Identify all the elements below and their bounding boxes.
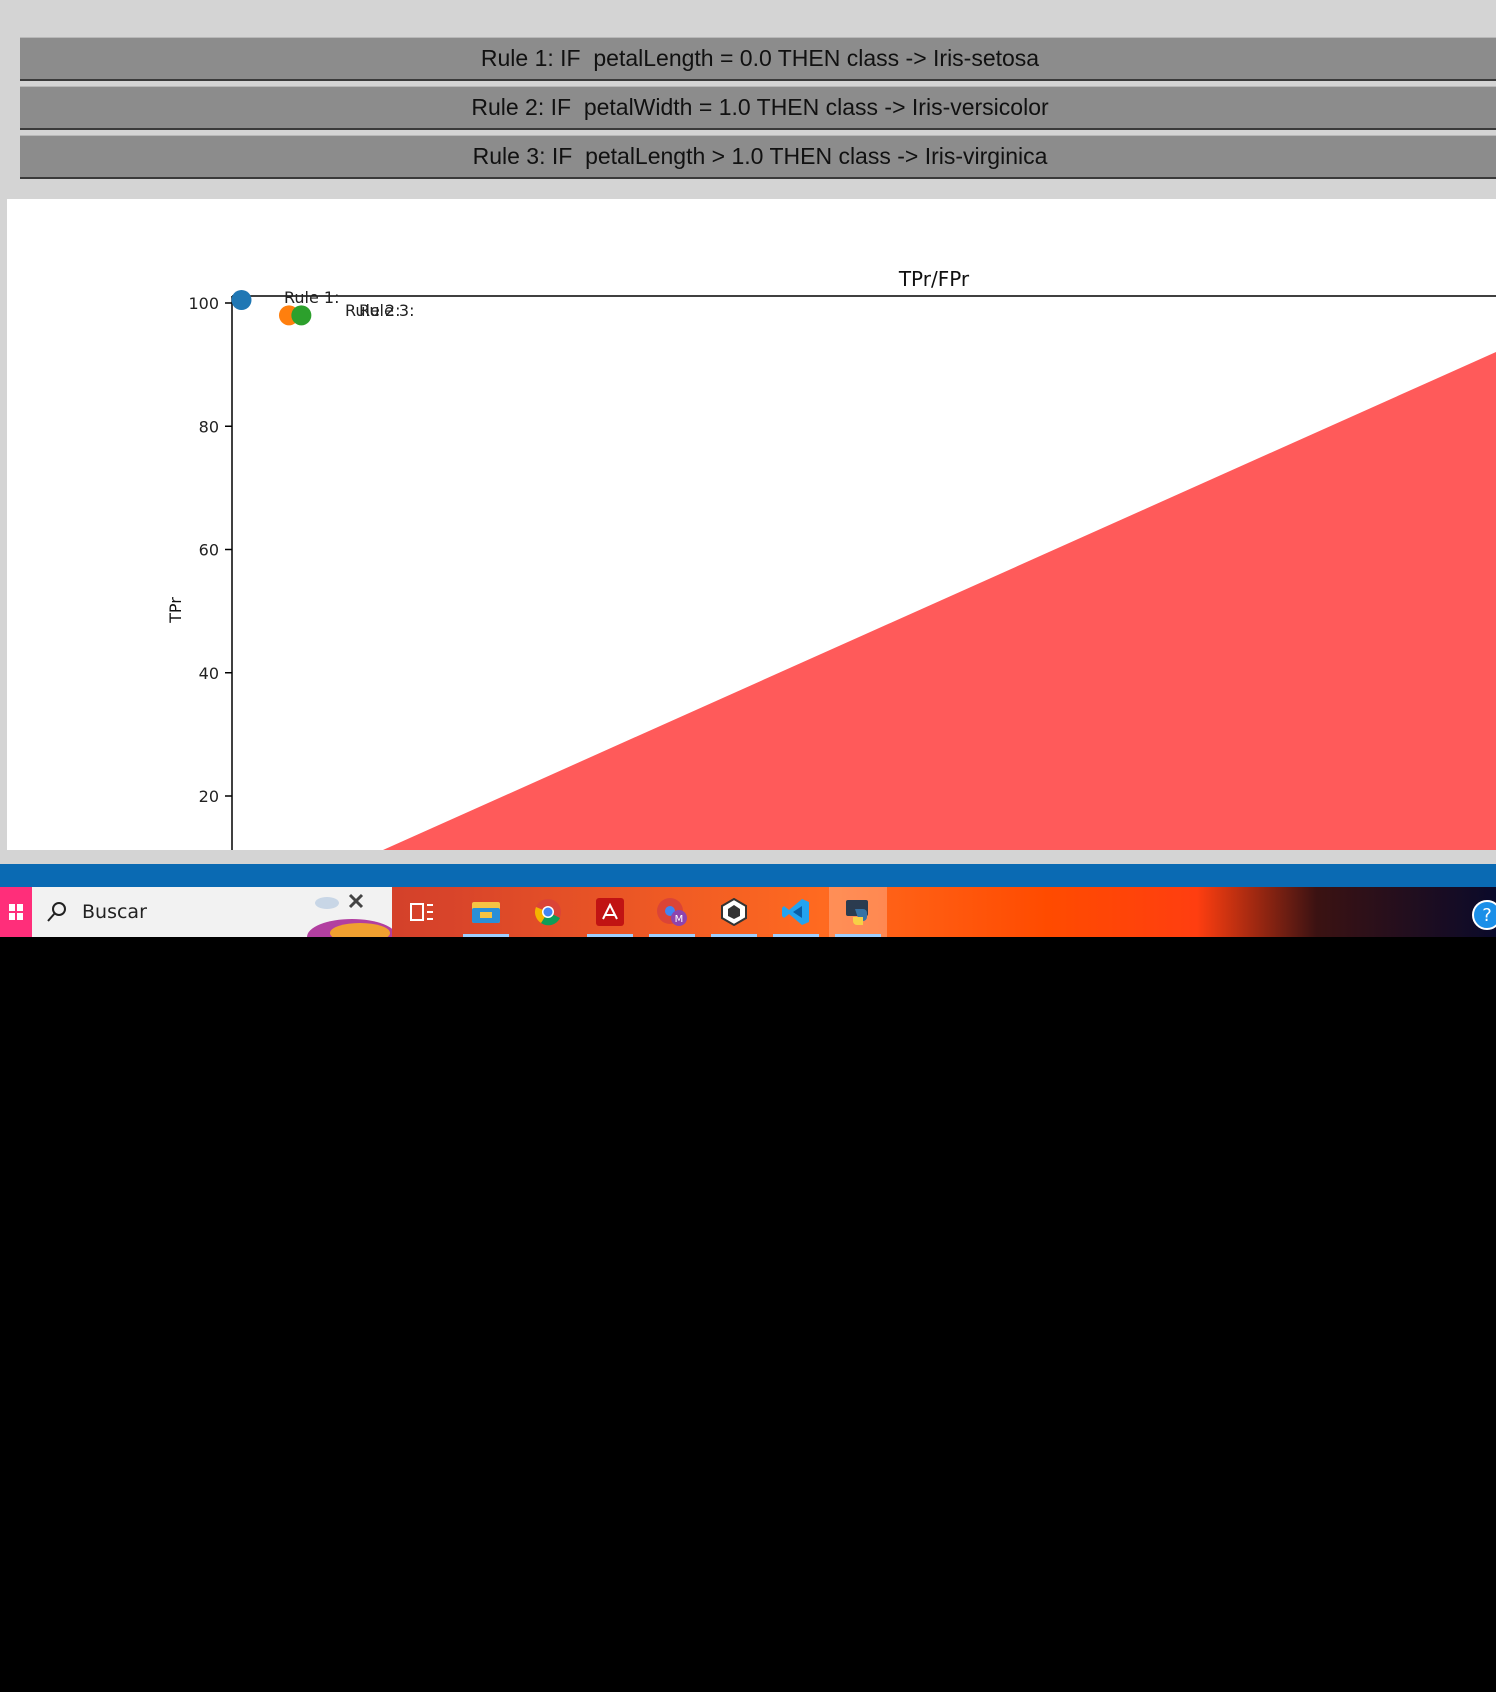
rule-1-button[interactable]: Rule 1: IF petalLength = 0.0 THEN class … [20, 37, 1496, 81]
acrobat-button[interactable] [581, 887, 639, 937]
unity-icon [721, 898, 747, 926]
python-icon [846, 900, 868, 925]
y-tick-label: 100 [188, 294, 219, 313]
app-window: Rule 1: IF petalLength = 0.0 THEN class … [0, 0, 1496, 877]
help-icon[interactable]: ? [1472, 900, 1496, 930]
chrome-profile-icon: M [657, 898, 687, 926]
taskbar: Buscar [0, 887, 1496, 937]
search-input[interactable]: Buscar [32, 887, 392, 937]
y-tick-label: 60 [199, 541, 219, 560]
rule-3-point [291, 305, 312, 326]
data-points: Rule 1: Rule 2:Rule 3: [231, 288, 414, 326]
rule-3-button[interactable]: Rule 3: IF petalLength > 1.0 THEN class … [20, 135, 1496, 179]
chrome-profile-button[interactable]: M [643, 887, 701, 937]
rule-2-button[interactable]: Rule 2: IF petalWidth = 1.0 THEN class -… [20, 86, 1496, 130]
tpr-fpr-chart: TPr/FPr TPr 100 80 60 40 20 Rule 1: Rule 2:Ru… [166, 267, 1496, 850]
y-axis-label: TPr [166, 597, 185, 624]
file-explorer-button[interactable] [457, 887, 515, 937]
search-highlight-image [307, 893, 392, 937]
search-placeholder: Buscar [82, 901, 147, 923]
task-view-icon [410, 903, 433, 921]
status-bar [0, 864, 1496, 887]
vscode-icon [782, 899, 809, 925]
python-button[interactable] [829, 887, 887, 937]
chrome-button[interactable] [519, 887, 577, 937]
svg-text:M: M [675, 914, 684, 925]
rule-1-point-label: Rule 1: [284, 288, 339, 307]
chart-canvas: TPr/FPr TPr 100 80 60 40 20 Rule 1: Rule 2: Ru… [7, 199, 1496, 850]
y-tick-label: 40 [199, 664, 219, 683]
chrome-icon [534, 899, 561, 926]
y-ticks: 100 80 60 40 20 [188, 294, 232, 806]
rule-3-point-label: Rule 3: [359, 301, 414, 320]
y-tick-label: 80 [199, 417, 219, 436]
unity-button[interactable] [705, 887, 763, 937]
acrobat-icon [596, 898, 624, 926]
chart-title: TPr/FPr [898, 267, 970, 291]
start-button[interactable] [0, 887, 32, 937]
y-tick-label: 20 [199, 787, 219, 806]
rule-1-point [231, 290, 252, 310]
chart-area-fill [383, 352, 1496, 850]
vscode-button[interactable] [767, 887, 825, 937]
search-icon [47, 902, 66, 922]
task-view-button[interactable] [393, 887, 451, 937]
rule-2-point-label: Rule 2: [345, 301, 400, 320]
file-explorer-icon [472, 902, 500, 923]
start-icon [9, 904, 23, 920]
